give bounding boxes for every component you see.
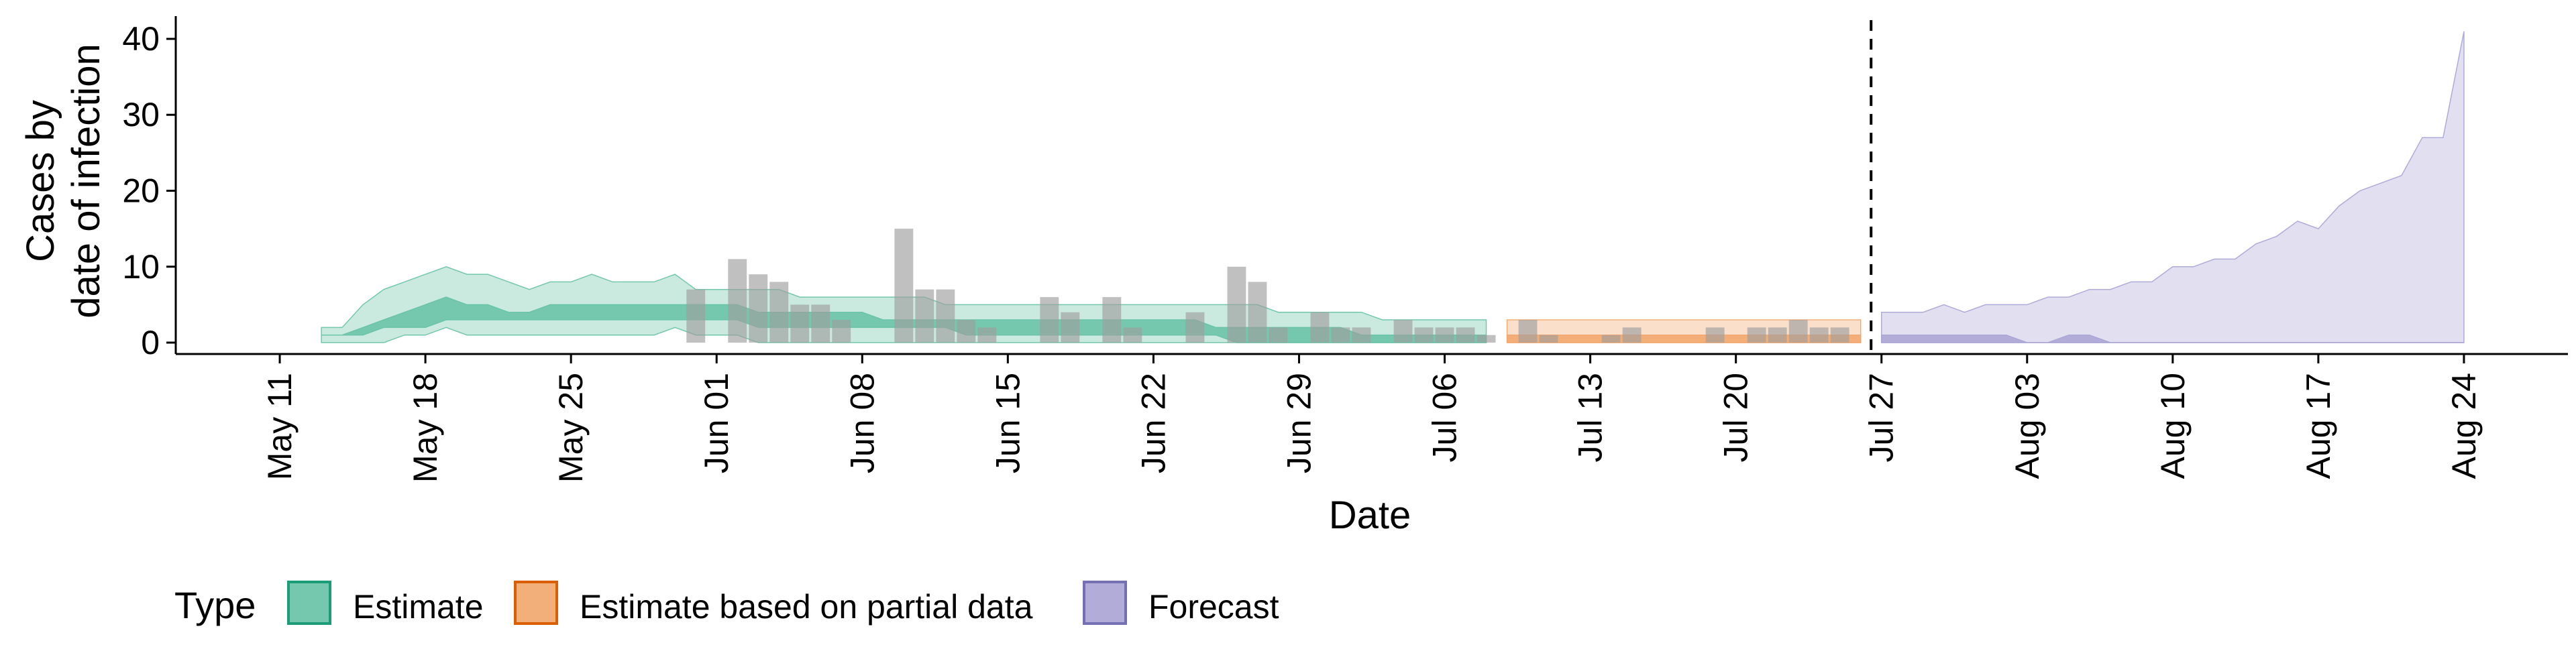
case-bar [1061,312,1080,343]
y-tick-label: 20 [122,172,160,209]
y-axis-label-line-2: date of infection [64,44,108,318]
ribbon-layer [321,31,2465,343]
legend-swatch [514,581,558,625]
case-bar [1788,320,1808,343]
case-bar [1414,327,1434,343]
case-bar [1123,327,1142,343]
case-bar [728,259,747,343]
x-tick-label: Jun 22 [1134,373,1172,473]
x-tick-label: May 11 [261,373,299,480]
case-bar [1040,297,1059,343]
case-bar [1705,327,1725,343]
case-bar [686,289,706,343]
case-bar [1352,327,1371,343]
case-bar [1747,327,1766,343]
case-bar [790,304,810,343]
y-tick-label: 10 [122,248,160,286]
case-bar [1331,327,1350,343]
case-bar [1435,327,1454,343]
case-bar [1269,327,1288,343]
x-tick-label: Jul 20 [1717,373,1755,462]
case-bar [1518,320,1538,343]
case-bar [894,229,914,343]
x-tick-label: May 18 [407,373,444,483]
legend-title: Type [174,584,256,626]
x-tick-label: Jul 13 [1572,373,1609,462]
ribbon-50-estimate-based-on-partial-data [1506,334,1862,343]
x-tick-label: May 25 [552,373,590,483]
x-axis-label: Date [1329,493,1411,537]
x-tick-label: Jun 15 [989,373,1026,473]
x-tick-label: Aug 03 [2008,373,2046,479]
case-bar [1622,327,1642,343]
case-bar [1601,335,1621,343]
y-tick-label: 40 [122,20,160,58]
x-tick-label: Aug 17 [2300,373,2337,479]
legend: Type Estimate Estimate based on partial d… [174,581,1279,626]
case-bar [1539,335,1558,343]
case-bar [915,289,934,343]
case-bar [1102,297,1122,343]
legend-label: Forecast [1148,588,1279,626]
case-bar [1248,282,1267,343]
case-bar [1393,320,1413,343]
y-axis-label-line-1: Cases by [19,100,62,262]
legend-label: Estimate based on partial data [580,588,1033,626]
legend-label: Estimate [353,588,484,626]
bar-layer [686,229,1849,343]
case-bar [977,327,997,343]
case-bar [811,304,830,343]
y-tick-label: 0 [141,324,160,361]
legend-swatch [1083,581,1127,625]
case-bar [1809,327,1829,343]
case-bar [957,320,976,343]
case-bar [1227,266,1246,343]
case-bar [1456,327,1475,343]
legend-swatch [287,581,331,625]
x-tick-label: Jul 06 [1426,373,1464,462]
x-tick-label: Jun 08 [843,373,881,473]
case-bar [1310,312,1330,343]
case-bar [749,274,768,343]
case-bar [936,289,955,343]
axes-layer: 0 10 20 30 40 May 11 May 18 May 25 Jun 01 Jun 08 J… [122,16,2568,483]
case-bar [1830,327,1849,343]
case-bar [1477,335,1496,343]
x-tick-label: Jul 27 [1863,373,1900,462]
x-tick-label: Aug 10 [2154,373,2192,479]
x-tick-label: Jun 29 [1281,373,1318,473]
case-bar [832,320,851,343]
y-tick-label: 30 [122,96,160,133]
case-bar [769,282,789,343]
case-bar [1768,327,1787,343]
x-tick-label: Aug 24 [2445,373,2483,479]
ribbon-50-forecast [1880,334,2464,343]
x-tick-label: Jun 01 [698,373,735,473]
ribbon-90-forecast [1880,31,2465,343]
case-bar [1185,312,1205,343]
